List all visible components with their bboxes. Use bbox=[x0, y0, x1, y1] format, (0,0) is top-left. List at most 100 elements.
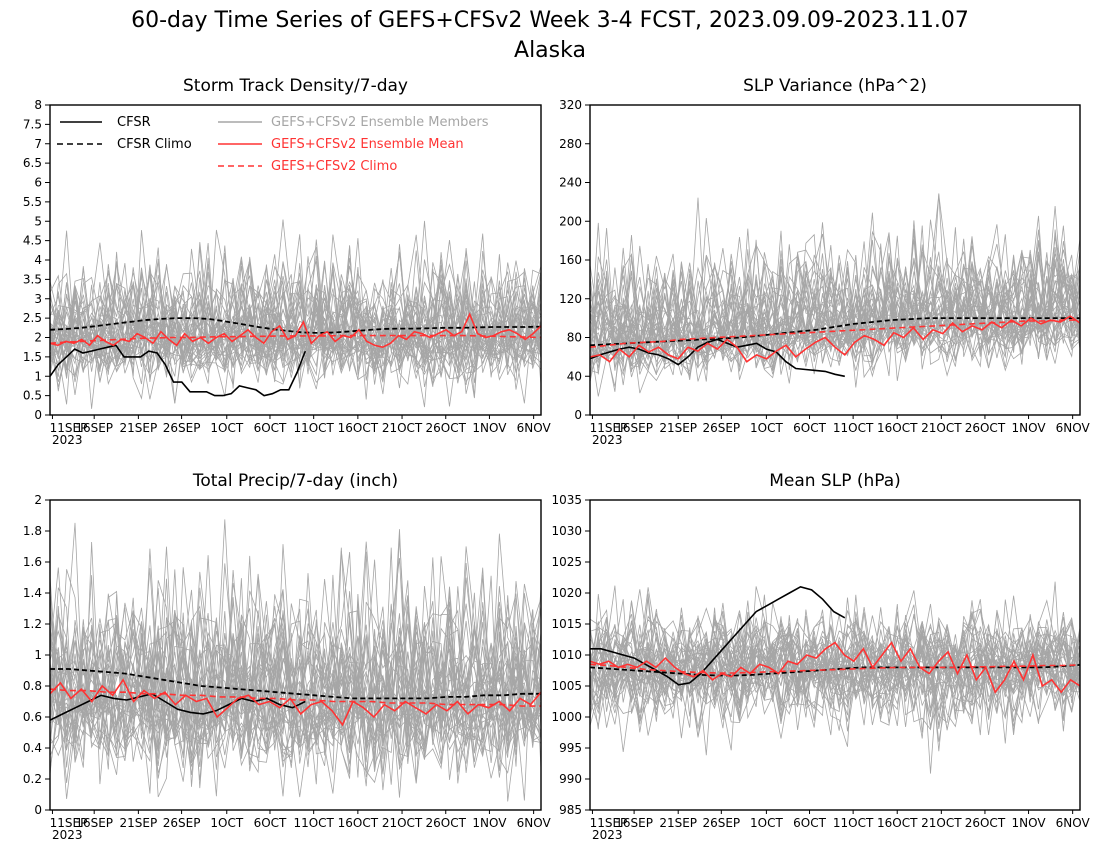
y-tick-label: 4 bbox=[34, 253, 42, 267]
x-tick-label: 21SEP bbox=[659, 421, 697, 435]
x-tick-label: 11OCT bbox=[293, 816, 334, 830]
series-gefs-cfsv2-climo bbox=[590, 319, 1080, 348]
x-tick-label: 11SEP bbox=[590, 816, 628, 830]
y-tick-label: 1.8 bbox=[23, 524, 42, 538]
x-tick-label: 1NOV bbox=[472, 816, 507, 830]
y-tick-label: 1020 bbox=[551, 586, 582, 600]
x-tick-label: 6OCT bbox=[793, 421, 826, 435]
plot-area bbox=[590, 193, 1080, 397]
ensemble-member-line bbox=[50, 261, 541, 385]
ensemble-member-line bbox=[50, 529, 541, 784]
x-tick-label: 16SEP bbox=[75, 816, 113, 830]
ensemble-members bbox=[50, 219, 541, 409]
plot-area bbox=[50, 219, 541, 409]
legend-ens-mean-label: GEFS+CFSv2 Ensemble Mean bbox=[271, 137, 464, 152]
x-tick-label: 6OCT bbox=[254, 816, 287, 830]
series-gefs-cfsv2-ensemble-mean bbox=[590, 315, 1080, 363]
y-tick-label: 280 bbox=[559, 137, 582, 151]
series-cfsr-climo bbox=[50, 668, 541, 700]
y-tick-label: 0.6 bbox=[23, 710, 42, 724]
legend-members-label: GEFS+CFSv2 Ensemble Members bbox=[271, 115, 489, 130]
ensemble-member-line bbox=[50, 263, 541, 387]
x-tick-label: 1OCT bbox=[750, 816, 783, 830]
y-tick-label: 0.4 bbox=[23, 741, 42, 755]
plot-area bbox=[50, 519, 541, 802]
y-tick-label: 2 bbox=[34, 493, 42, 507]
series-gefs-cfsv2-climo bbox=[50, 688, 541, 707]
x-tick-label: 6NOV bbox=[1056, 421, 1091, 435]
ensemble-member-line bbox=[50, 262, 541, 400]
panel-mean-slp: Mean SLP (hPa) 985 990 995 1000 1005 1010 1015 1… bbox=[551, 471, 1090, 842]
panel-title: SLP Variance (hPa^2) bbox=[743, 76, 927, 96]
y-tick-label: 1.4 bbox=[23, 586, 42, 600]
x-tick-label: 26OCT bbox=[965, 421, 1006, 435]
y-tick-label: 1005 bbox=[551, 679, 582, 693]
ensemble-member-line bbox=[590, 228, 1080, 372]
y-tick-label: 3.5 bbox=[23, 272, 42, 286]
y-tick-label: 0 bbox=[574, 408, 582, 422]
y-tick-label: 1015 bbox=[551, 617, 582, 631]
x-tick-label: 11SEP bbox=[50, 816, 88, 830]
x-tick-label: 1OCT bbox=[750, 421, 783, 435]
ensemble-member-line bbox=[50, 562, 541, 751]
figure-title: 60-day Time Series of GEFS+CFSv2 Week 3-… bbox=[131, 8, 969, 33]
y-tick-label: 6.5 bbox=[23, 156, 42, 170]
x-tick-label: 11SEP bbox=[50, 421, 88, 435]
y-tick-label: 7 bbox=[34, 137, 42, 151]
ensemble-member-line bbox=[590, 585, 1080, 752]
y-tick-label: 40 bbox=[567, 369, 582, 383]
ensemble-member-line bbox=[50, 262, 541, 395]
legend-cfsr-label: CFSR bbox=[117, 115, 151, 130]
ensemble-member-line bbox=[50, 230, 541, 394]
legend-cfsr-climo-label: CFSR Climo bbox=[117, 137, 192, 152]
panel-slp-variance: SLP Variance (hPa^2) 0 40 80 120 160 200 240 280… bbox=[559, 76, 1090, 447]
ensemble-members bbox=[50, 519, 541, 802]
x-tick-label: 21OCT bbox=[382, 816, 423, 830]
x-tick-label: 26SEP bbox=[163, 816, 201, 830]
series-cfsr bbox=[590, 338, 845, 378]
ensemble-member-line bbox=[590, 603, 1080, 727]
series-gefs-cfsv2-ensemble-mean bbox=[590, 641, 1080, 694]
y-tick-label: 0.8 bbox=[23, 679, 42, 693]
y-tick-label: 3 bbox=[34, 292, 42, 306]
ensemble-member-line bbox=[590, 618, 1080, 716]
ensemble-member-line bbox=[590, 247, 1080, 368]
x-year-label: 2023 bbox=[592, 828, 623, 842]
x-year-label: 2023 bbox=[592, 433, 623, 447]
x-year-label: 2023 bbox=[52, 433, 83, 447]
legend: CFSR CFSR Climo GEFS+CFSv2 Ensemble Memb… bbox=[57, 115, 489, 174]
y-tick-label: 2.5 bbox=[23, 311, 42, 325]
series-cfsr-climo bbox=[50, 317, 541, 334]
plot-frame bbox=[589, 104, 1081, 416]
y-tick-label: 0.5 bbox=[23, 389, 42, 403]
y-tick-label: 1.5 bbox=[23, 350, 42, 364]
y-tick-label: 1 bbox=[34, 369, 42, 383]
x-tick-label: 21SEP bbox=[659, 816, 697, 830]
ensemble-member-line bbox=[590, 249, 1080, 369]
ensemble-member-line bbox=[590, 235, 1080, 382]
panel-storm-track-density: Storm Track Density/7-day 0 0.5 1 1.5 2 2.5 3 3.… bbox=[23, 76, 552, 447]
series-cfsr bbox=[590, 585, 846, 686]
x-tick-label: 26OCT bbox=[426, 816, 467, 830]
ensemble-member-line bbox=[50, 567, 541, 774]
x-tick-label: 6OCT bbox=[254, 421, 287, 435]
y-tick-label: 1 bbox=[34, 648, 42, 662]
x-tick-label: 16OCT bbox=[338, 816, 379, 830]
panel-total-precip: Total Precip/7-day (inch)00.20.40.60.811… bbox=[23, 471, 552, 842]
y-tick-label: 0 bbox=[34, 803, 42, 817]
x-tick-label: 21OCT bbox=[921, 421, 962, 435]
y-tick-label: 5.5 bbox=[23, 195, 42, 209]
series-cfsr-climo bbox=[590, 664, 1080, 677]
ensemble-member-line bbox=[590, 261, 1080, 370]
ensemble-member-line bbox=[50, 264, 541, 404]
ensemble-members bbox=[590, 193, 1080, 397]
ensemble-member-line bbox=[590, 614, 1080, 752]
x-tick-label: 26SEP bbox=[702, 421, 740, 435]
y-tick-label: 1010 bbox=[551, 648, 582, 662]
y-tick-label: 1.6 bbox=[23, 555, 42, 569]
y-tick-label: 985 bbox=[559, 803, 582, 817]
y-tick-label: 240 bbox=[559, 176, 582, 190]
x-tick-label: 6NOV bbox=[517, 421, 552, 435]
ensemble-member-line bbox=[50, 544, 541, 748]
y-tick-label: 1025 bbox=[551, 555, 582, 569]
